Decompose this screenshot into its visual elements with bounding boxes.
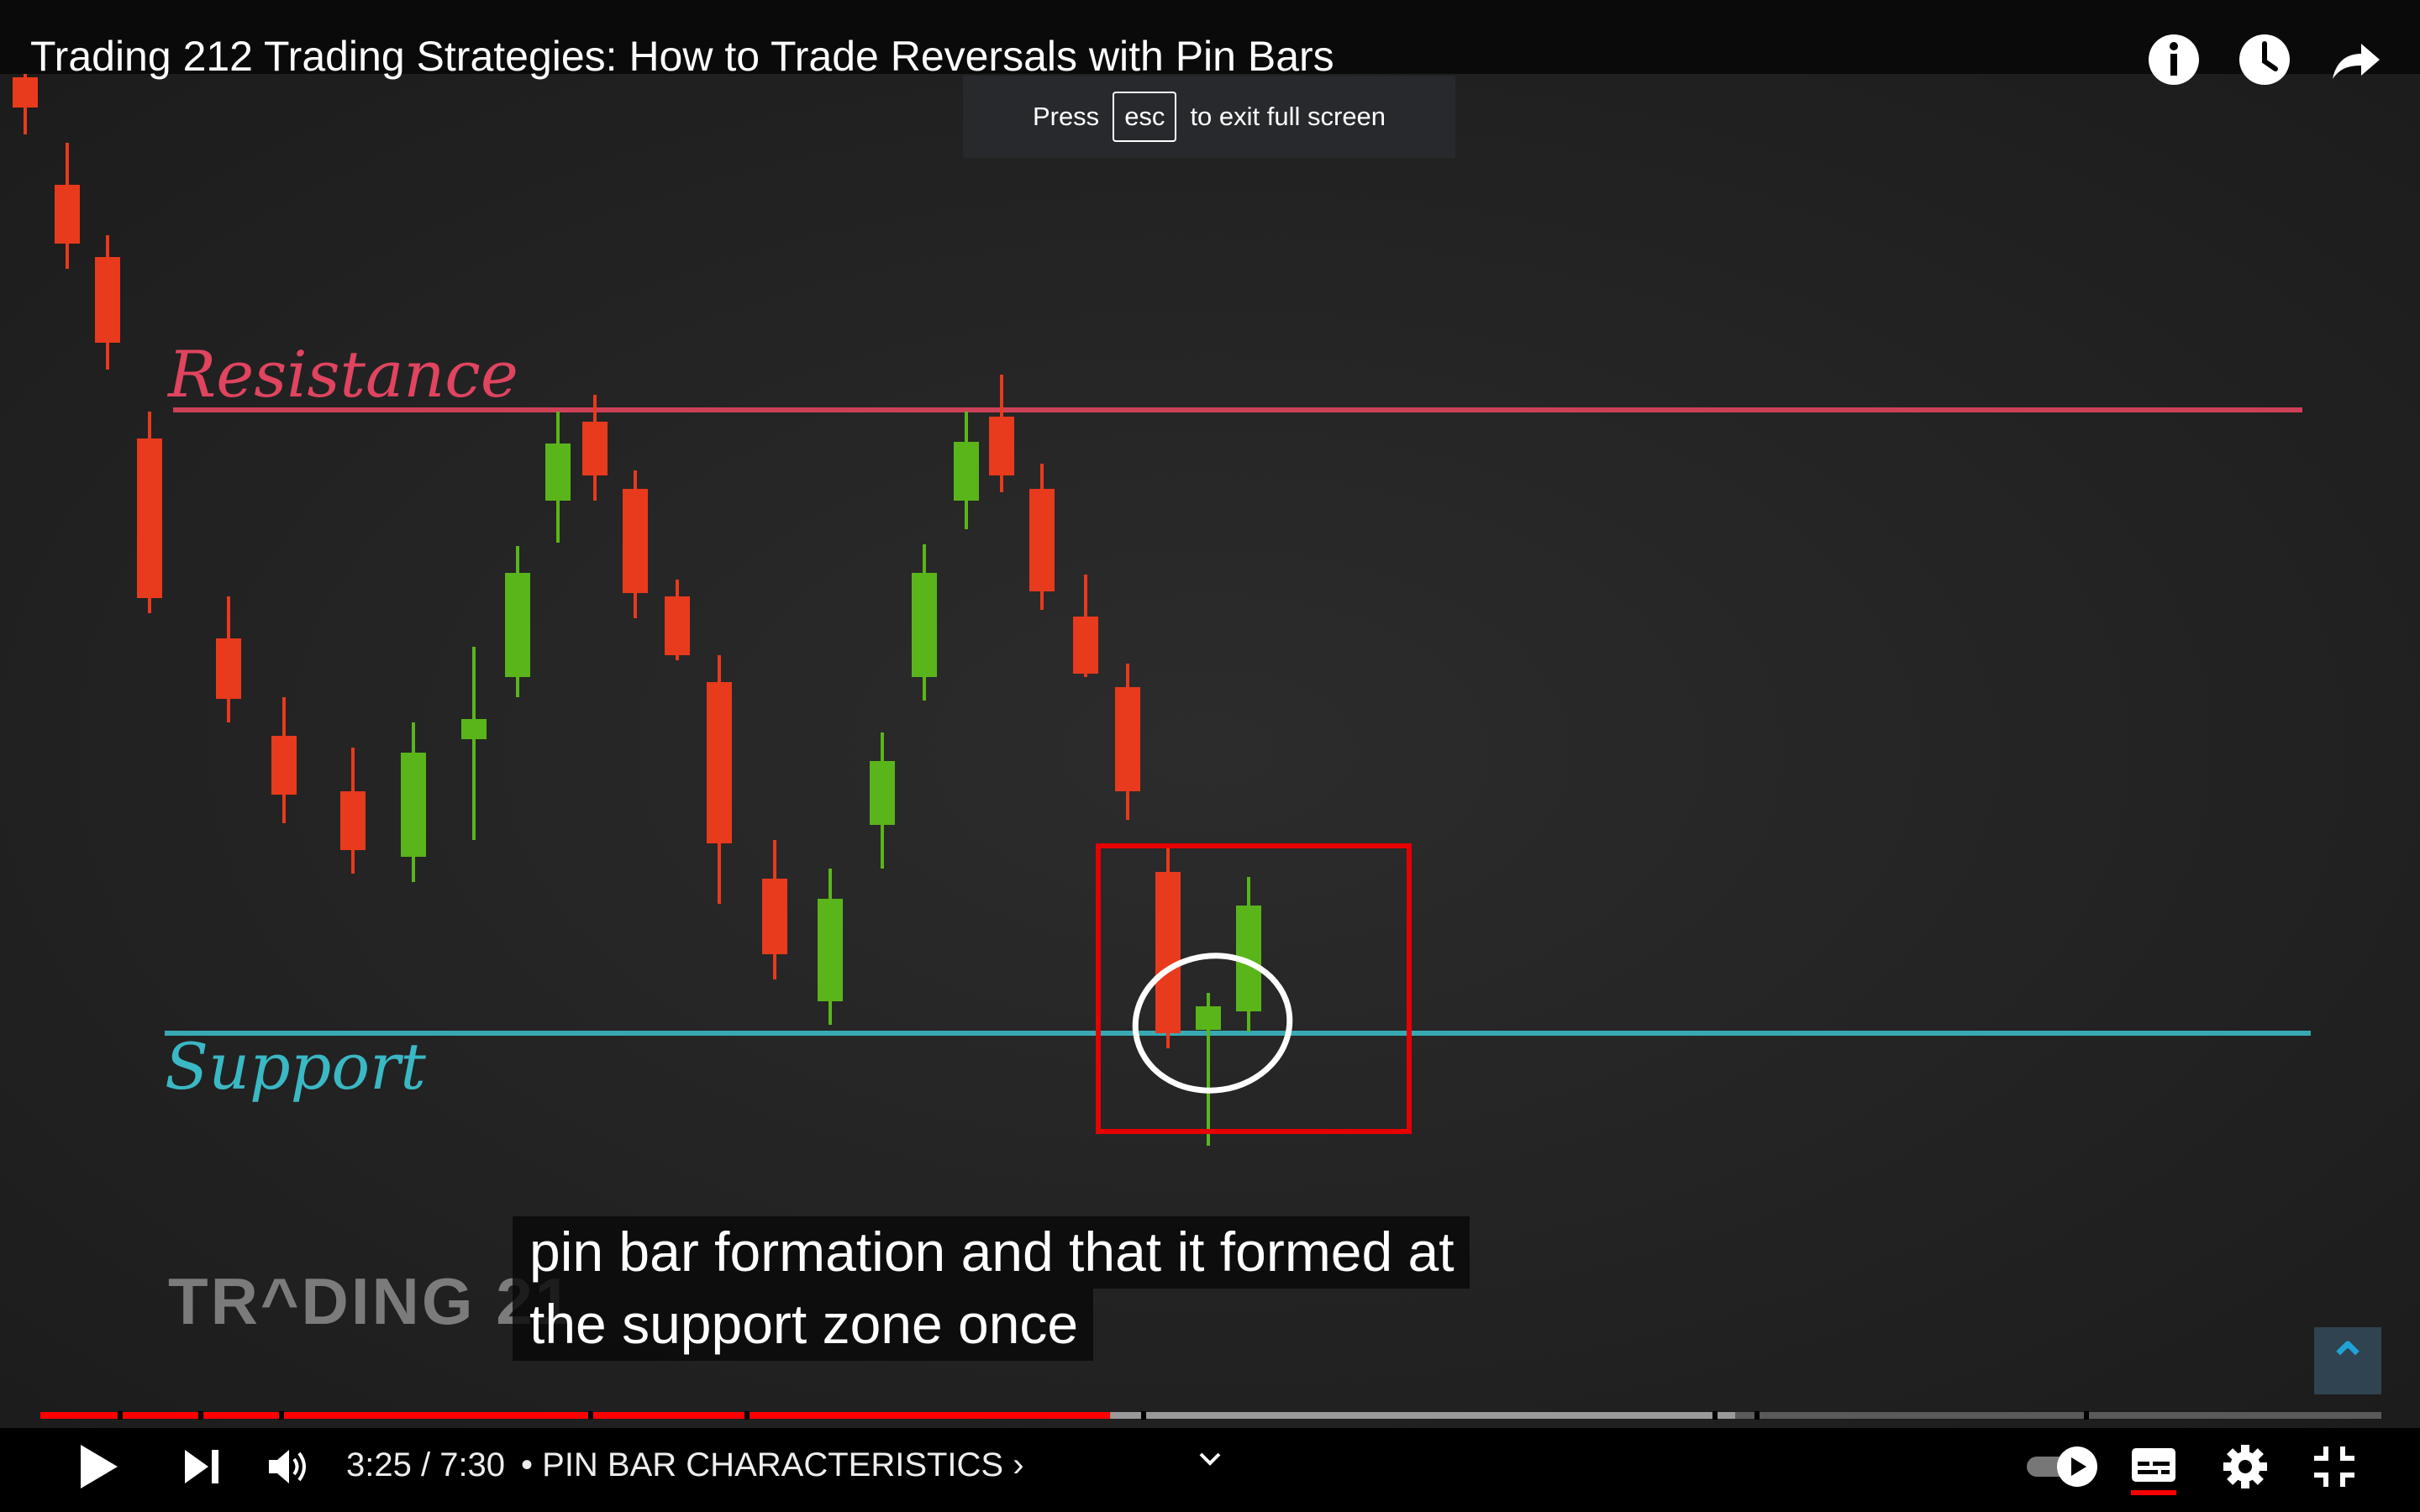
pin-bar-circle (1132, 953, 1293, 1094)
chapter-gap (198, 1411, 203, 1420)
bullish-candle (401, 753, 426, 857)
chapter-title[interactable]: • PIN BAR CHARACTERISTICS › (521, 1446, 1024, 1484)
caret-up-icon[interactable]: ⌃ (2314, 1327, 2381, 1394)
bearish-candle (762, 879, 787, 954)
bearish-candle (95, 257, 120, 343)
bearish-candle (13, 77, 38, 108)
next-icon[interactable] (183, 1448, 220, 1485)
highlight-box (1096, 843, 1412, 1134)
chalkboard-background (0, 74, 2420, 1428)
subtitles-icon[interactable] (2131, 1446, 2176, 1495)
time-display: 3:25 / 7:30 (346, 1446, 506, 1483)
bullish-candle (461, 719, 487, 739)
settings-icon[interactable] (2222, 1443, 2269, 1490)
top-bar (0, 0, 2420, 74)
esc-tip-suffix: to exit full screen (1190, 102, 1386, 131)
chapter-gap (1141, 1411, 1146, 1420)
volume-icon[interactable] (267, 1446, 311, 1487)
bearish-candle (665, 596, 690, 655)
chapter-separator: • (521, 1446, 534, 1483)
chapter-chevron: › (1013, 1446, 1024, 1483)
progress-bar[interactable] (40, 1411, 2381, 1420)
bearish-candle (271, 736, 297, 795)
chapter-gap (279, 1411, 284, 1420)
bullish-candle (505, 573, 530, 677)
esc-tip-prefix: Press (1032, 102, 1100, 131)
chapter-gap (744, 1411, 750, 1420)
chapter-gap (1754, 1411, 1760, 1420)
chevron-down-icon[interactable] (1198, 1452, 1222, 1467)
bearish-candle (623, 489, 648, 593)
exit-fullscreen-tooltip: Press esc to exit full screen (963, 76, 1455, 158)
video-title[interactable]: Trading 212 Trading Strategies: How to T… (30, 33, 1334, 80)
bullish-candle (870, 761, 895, 825)
watch-later-icon[interactable] (2237, 32, 2292, 87)
bullish-candle (545, 444, 571, 501)
chapter-gaps (118, 1411, 2089, 1420)
bearish-candle (1029, 489, 1055, 591)
bearish-candle (989, 417, 1014, 475)
progress-played (40, 1412, 1111, 1419)
play-icon[interactable] (77, 1443, 119, 1490)
resistance-label: Resistance (166, 337, 518, 412)
candlestick-chart (13, 74, 1261, 1146)
bearish-candle (707, 682, 732, 843)
chapter-gap (118, 1411, 123, 1420)
bearish-candle (137, 438, 162, 598)
info-icon[interactable] (2146, 32, 2202, 87)
bullish-candle (818, 899, 843, 1001)
chapter-gap (2084, 1411, 2089, 1420)
autoplay-toggle-icon[interactable] (2023, 1445, 2104, 1488)
trading212-watermark: TR^DING 21 (168, 1264, 574, 1338)
bearish-candle (1115, 687, 1140, 791)
support-label: Support (165, 1029, 426, 1104)
bearish-candle (582, 422, 608, 475)
exit-fullscreen-icon[interactable] (2312, 1445, 2356, 1488)
chapter-gap (588, 1411, 593, 1420)
bearish-candle (216, 638, 241, 699)
caption-box: pin bar formation and that it formed at … (513, 1216, 1470, 1361)
bullish-candle (912, 573, 937, 677)
bearish-candle (1073, 617, 1098, 674)
bearish-candle (340, 791, 366, 850)
bearish-candle (55, 185, 80, 244)
chapter-name: PIN BAR CHARACTERISTICS (542, 1446, 1004, 1483)
bearish-candle (1155, 872, 1181, 1033)
esc-key: esc (1113, 92, 1177, 142)
bullish-candle (1196, 1006, 1221, 1030)
share-icon[interactable] (2328, 32, 2383, 87)
caption-line-1: pin bar formation and that it formed at (513, 1216, 1470, 1289)
bullish-candle (954, 442, 979, 501)
caption-line-2: the support zone once (513, 1289, 1094, 1361)
chapter-gap (1712, 1411, 1718, 1420)
